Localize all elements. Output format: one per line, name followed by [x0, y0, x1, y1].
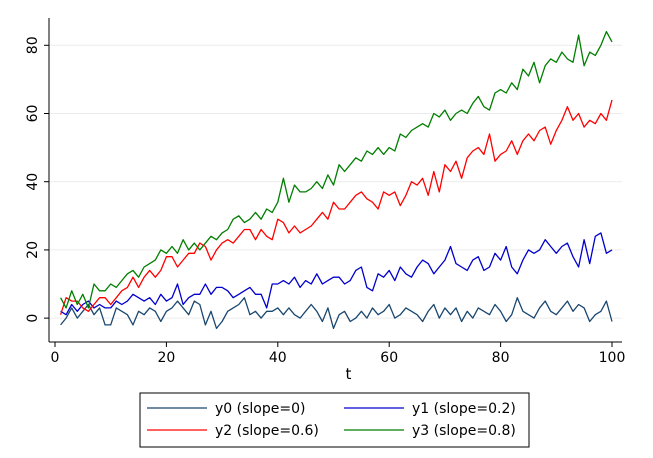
- y-tick-label-40: 40: [25, 173, 41, 191]
- legend-label-y0: y0 (slope=0): [215, 401, 305, 417]
- x-tick-label-40: 40: [269, 350, 287, 366]
- legend-box: [139, 392, 530, 448]
- x-tick-label-80: 80: [492, 350, 510, 366]
- legend-label-y1: y1 (slope=0.2): [412, 401, 516, 417]
- series-line-y2: [59, 99, 613, 315]
- legend: y0 (slope=0) y1 (slope=0.2) y2 (slope=0.6)…: [139, 392, 530, 448]
- y-axis-ticks: 0 20 40 60 80: [25, 36, 49, 323]
- x-tick-label-0: 0: [51, 350, 60, 366]
- legend-label-y2: y2 (slope=0.6): [215, 423, 319, 439]
- y-tick-label-80: 80: [25, 36, 41, 54]
- x-axis-ticks: 0 20 40 60 80 100: [51, 342, 626, 366]
- x-tick-label-60: 60: [380, 350, 398, 366]
- gridlines: [49, 44, 622, 319]
- legend-label-y3: y3 (slope=0.8): [412, 423, 516, 439]
- x-tick-label-100: 100: [599, 350, 626, 366]
- x-axis-label: t: [346, 365, 352, 383]
- axes: [48, 18, 622, 343]
- series-lines: [59, 30, 613, 330]
- y-tick-label-20: 20: [25, 241, 41, 259]
- y-tick-label-60: 60: [25, 105, 41, 123]
- y-tick-label-0: 0: [25, 314, 41, 323]
- series-line-y1: [60, 232, 613, 316]
- series-line-y0: [60, 297, 613, 330]
- x-tick-label-20: 20: [157, 350, 175, 366]
- series-line-y3: [60, 30, 613, 309]
